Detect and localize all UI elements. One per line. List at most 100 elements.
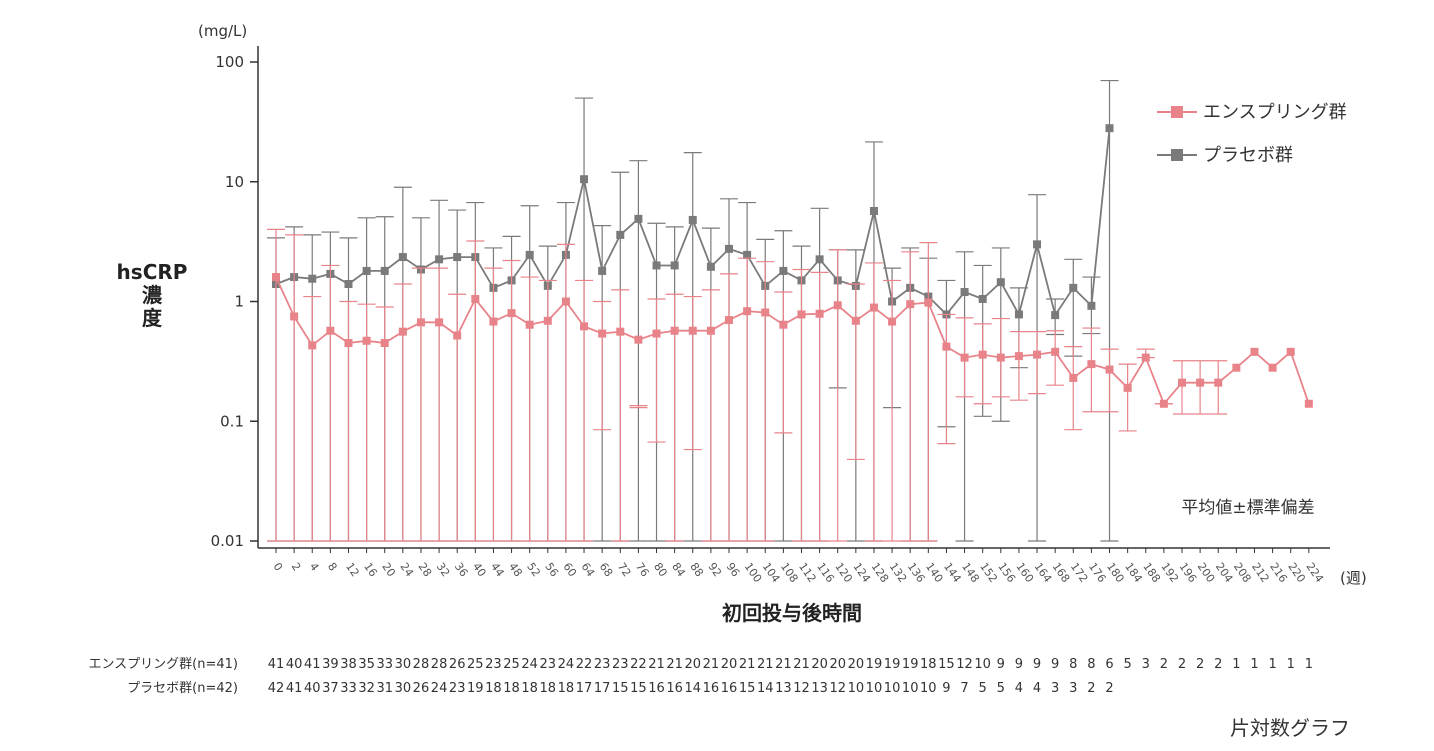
n-value: 21 [757, 657, 774, 672]
data-point [616, 327, 625, 336]
n-value: 30 [395, 681, 412, 696]
data-point [634, 335, 643, 344]
y-tick-label: 0.01 [211, 532, 244, 550]
data-point [344, 280, 353, 289]
x-tick-label: 72 [615, 560, 634, 579]
y-tick-label: 0.1 [220, 412, 244, 430]
n-value: 40 [286, 657, 303, 672]
n-value: 10 [848, 681, 865, 696]
n-table: エンスプリング群(n=41) 41 40 41 39 38 35 33 30 28 28 26 25 23… [88, 657, 1313, 696]
n-value: 1 [1250, 657, 1258, 672]
x-tick-label: 208 [1231, 560, 1254, 585]
data-point [1304, 399, 1313, 408]
data-point [1105, 365, 1114, 374]
n-value: 17 [594, 681, 611, 696]
x-tick-label: 168 [1050, 560, 1073, 585]
data-point [1123, 383, 1132, 392]
data-point [416, 318, 425, 327]
x-tick-label: 48 [506, 560, 525, 579]
x-tick-label: 172 [1068, 560, 1091, 585]
data-point [598, 329, 607, 338]
n-value: 23 [594, 657, 611, 672]
n-value: 10 [866, 681, 883, 696]
data-point [706, 326, 715, 335]
data-point [616, 230, 625, 239]
n-value: 13 [811, 681, 828, 696]
n-value: 12 [956, 657, 973, 672]
x-tick-label: 152 [977, 560, 1000, 585]
n-row-label: エンスプリング群(n=41) [88, 657, 238, 672]
data-point [580, 175, 589, 184]
x-tick-label: 28 [416, 560, 435, 579]
legend-label: エンスプリング群 [1203, 102, 1347, 123]
n-value: 2 [1214, 657, 1222, 672]
legend-label: プラセボ群 [1203, 145, 1293, 166]
n-value: 15 [630, 681, 647, 696]
x-tick-label: 204 [1213, 560, 1236, 585]
n-value: 4 [1033, 681, 1041, 696]
y-unit-label: (mg/L) [198, 22, 247, 40]
x-tick-label: 124 [850, 560, 873, 585]
data-point [670, 326, 679, 335]
x-tick-label: 136 [905, 560, 928, 585]
n-value: 42 [268, 681, 285, 696]
n-value: 5 [979, 681, 987, 696]
data-point [308, 274, 317, 283]
x-tick-label: 140 [923, 560, 946, 585]
y-axis-label-line: 度 [142, 306, 163, 330]
n-value: 19 [902, 657, 919, 672]
n-value: 28 [431, 657, 448, 672]
data-point [380, 266, 389, 275]
n-value: 16 [703, 681, 720, 696]
data-point [1268, 363, 1277, 372]
data-point [1196, 378, 1205, 387]
data-point [1051, 347, 1060, 356]
data-point [652, 329, 661, 338]
data-point [1286, 347, 1295, 356]
data-point [1105, 124, 1114, 133]
n-value: 35 [358, 657, 375, 672]
n-value: 8 [1087, 657, 1095, 672]
data-point [398, 327, 407, 336]
x-tick-label: 144 [941, 560, 964, 585]
data-point [996, 278, 1005, 287]
n-value: 37 [322, 681, 339, 696]
x-tick-label: 68 [597, 560, 616, 579]
data-point [960, 353, 969, 362]
n-value: 18 [503, 681, 520, 696]
x-tick-label: 32 [434, 560, 453, 579]
data-point [869, 303, 878, 312]
n-value: 21 [793, 657, 810, 672]
x-tick-label: 20 [379, 560, 398, 579]
data-point [888, 317, 897, 326]
n-value: 9 [1015, 657, 1023, 672]
n-value: 9 [997, 657, 1005, 672]
data-point [634, 214, 643, 223]
x-tick-label: 180 [1104, 560, 1127, 585]
n-value: 39 [322, 657, 339, 672]
n-value: 4 [1015, 681, 1023, 696]
data-point [580, 322, 589, 331]
data-point [1141, 353, 1150, 362]
n-value: 24 [521, 657, 538, 672]
data-point [924, 298, 933, 307]
n-value: 1 [1287, 657, 1295, 672]
data-point [326, 326, 335, 335]
n-value: 32 [358, 681, 375, 696]
series-layer [267, 79, 1313, 542]
x-tick-label: 112 [796, 560, 819, 585]
x-axis-label: 初回投与後時間 [722, 601, 862, 625]
n-value: 13 [775, 681, 792, 696]
n-row-label: プラセボ群(n=42) [127, 681, 238, 696]
n-value: 22 [630, 657, 647, 672]
data-point [543, 316, 552, 325]
n-value: 21 [739, 657, 756, 672]
data-point [815, 309, 824, 318]
data-point [1232, 363, 1241, 372]
n-value: 15 [739, 681, 756, 696]
n-value: 18 [521, 681, 538, 696]
data-point [725, 316, 733, 325]
data-point [1069, 373, 1078, 382]
x-tick-label: 80 [651, 560, 670, 579]
